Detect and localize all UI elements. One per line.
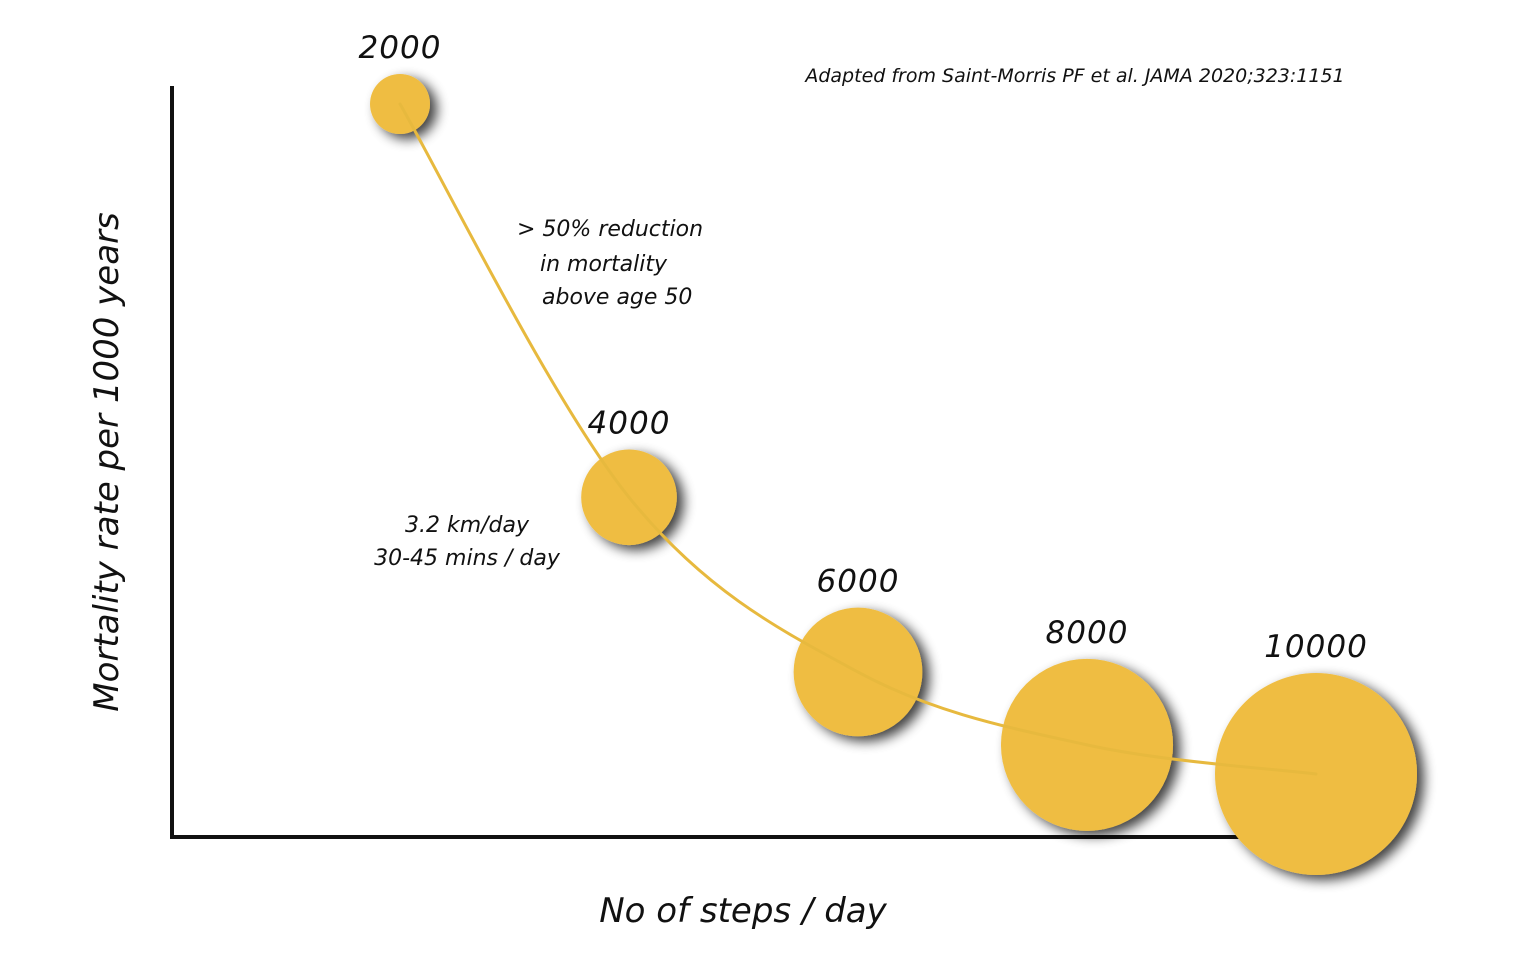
trend-curve — [398, 102, 1318, 776]
bubble-label-6000: 6000 — [817, 564, 900, 600]
walking-line-2: 30-45 mins / day — [374, 546, 561, 571]
walking-annotation: 3.2 km/day 30-45 mins / day — [374, 513, 561, 571]
bubble-label-2000: 2000 — [359, 30, 442, 66]
bubble-label-8000: 8000 — [1046, 615, 1129, 651]
bubble-label-4000: 4000 — [588, 405, 671, 441]
reduction-line-2: in mortality — [540, 252, 668, 277]
x-axis-title: No of steps / day — [599, 891, 887, 931]
reduction-line-3: above age 50 — [542, 285, 692, 310]
source-note: Adapted from Saint-Morris PF et al. JAMA… — [803, 65, 1344, 87]
walking-line-1: 3.2 km/day — [405, 513, 530, 538]
y-axis-title: Mortality rate per 1000 years — [87, 212, 127, 712]
bubble-label-10000: 10000 — [1264, 629, 1368, 665]
reduction-line-1: > 50% reduction — [517, 217, 703, 242]
bubble-layer — [370, 74, 1417, 875]
bubble-label-layer: 2000 4000 6000 8000 10000 — [359, 30, 1368, 665]
reduction-annotation: > 50% reduction in mortality above age 5… — [517, 217, 703, 310]
